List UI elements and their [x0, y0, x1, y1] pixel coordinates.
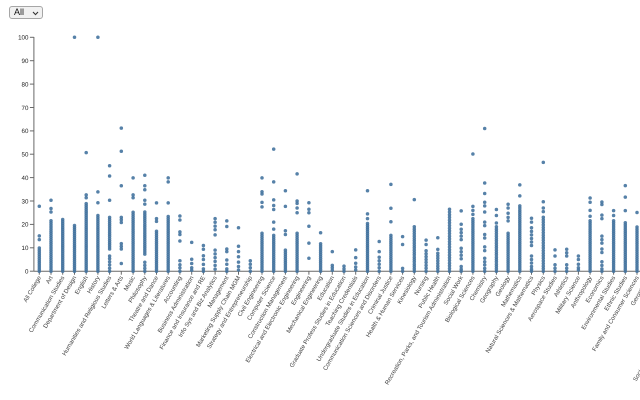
- svg-text:100: 100: [18, 35, 29, 42]
- svg-text:90: 90: [22, 58, 29, 65]
- svg-text:70: 70: [22, 105, 29, 112]
- svg-text:Art: Art: [45, 275, 55, 286]
- svg-text:0: 0: [25, 269, 29, 276]
- svg-text:50: 50: [22, 152, 29, 159]
- svg-text:30: 30: [22, 198, 29, 205]
- svg-text:All College: All College: [22, 274, 43, 303]
- svg-text:10: 10: [22, 245, 29, 252]
- svg-text:20: 20: [22, 222, 29, 229]
- svg-text:60: 60: [22, 128, 29, 135]
- svg-text:40: 40: [22, 175, 29, 182]
- svg-text:80: 80: [22, 81, 29, 88]
